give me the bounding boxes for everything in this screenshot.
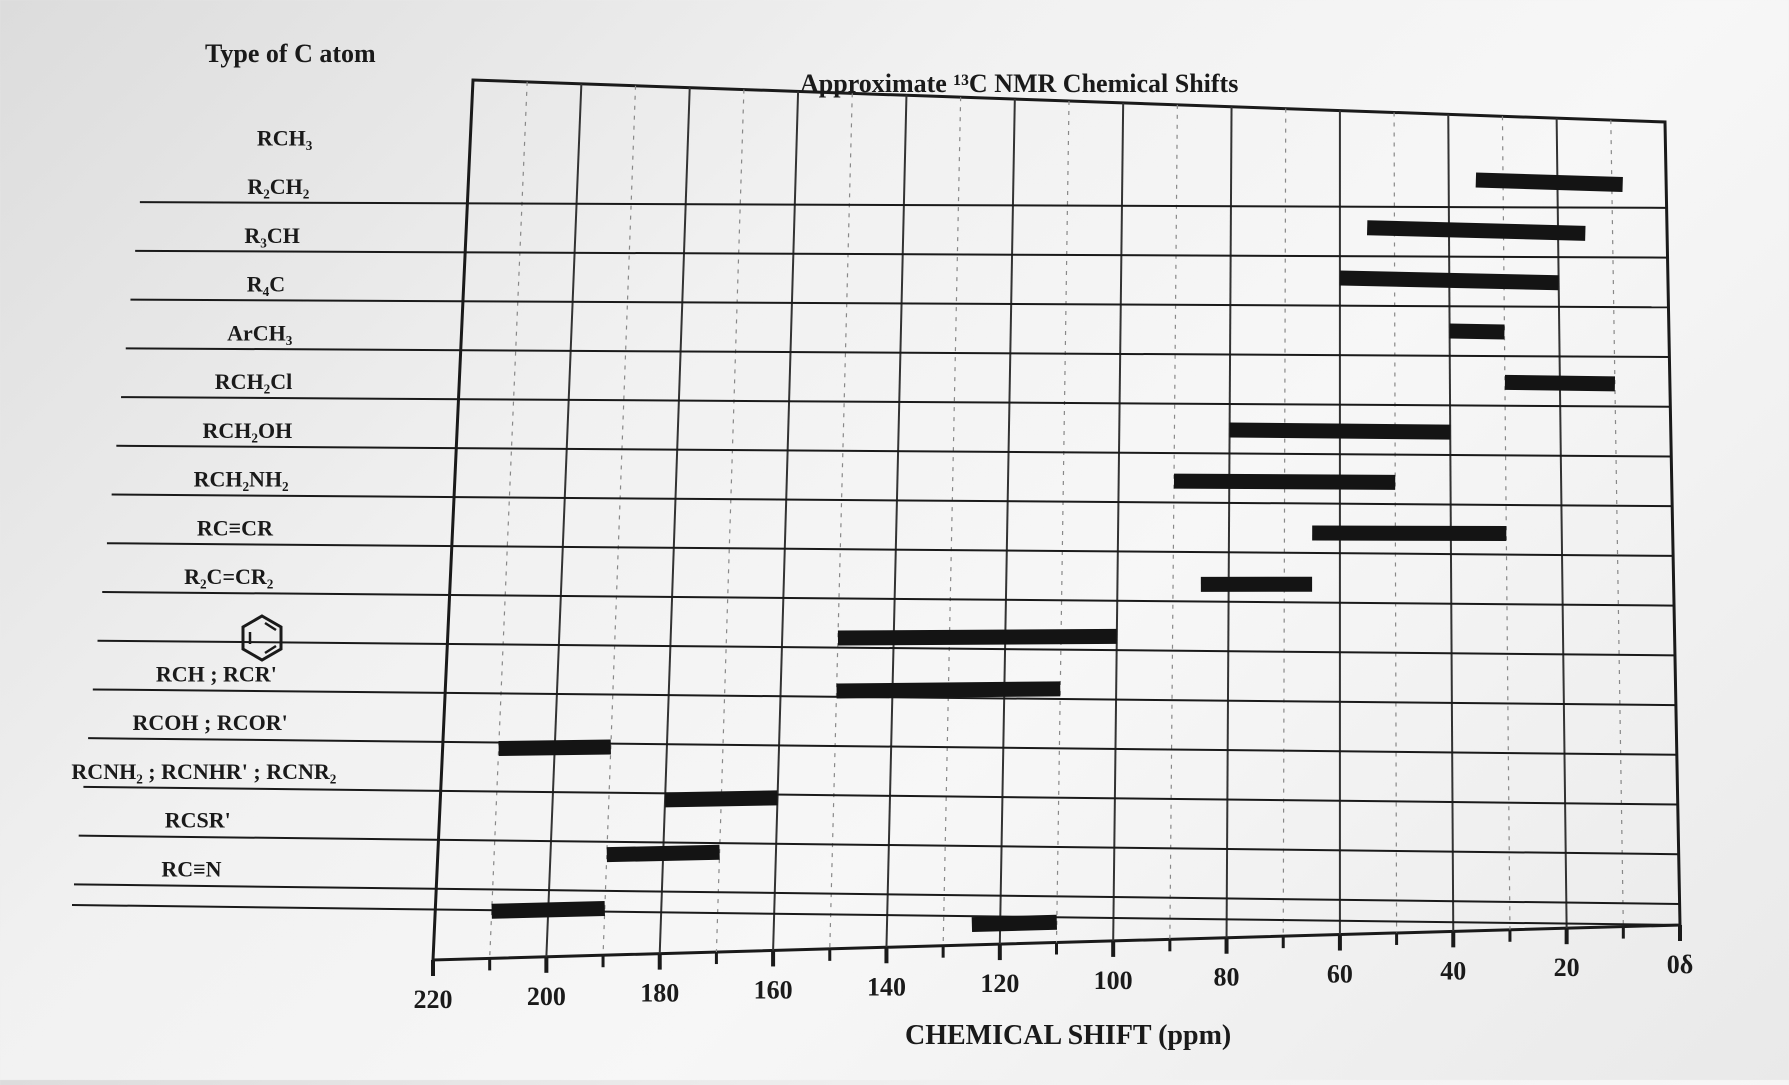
row-label: RCH₂Cl <box>215 369 292 394</box>
row-divider <box>102 592 1674 606</box>
benzene-icon <box>243 616 281 660</box>
plot-frame <box>433 80 1680 960</box>
row-divider <box>72 905 1680 925</box>
grid-line-vertical <box>603 86 636 956</box>
row-label: RCH₃ <box>257 125 313 150</box>
row-divider <box>107 543 1673 556</box>
row-divider <box>112 495 1673 507</box>
x-axis-label: CHEMICAL SHIFT (ppm) <box>905 1020 1231 1051</box>
row-divider <box>130 300 1668 308</box>
row-label: RCH₂OH <box>202 418 292 443</box>
tick-label: 40 <box>1440 956 1466 985</box>
row-label: RC≡CR <box>197 515 274 540</box>
row-header: Type of C atom <box>205 39 376 68</box>
row-label: R₂CH₂ <box>247 174 309 199</box>
row-label: ArCH₃ <box>227 320 293 345</box>
bar-13 <box>607 852 720 854</box>
row-divider <box>126 348 1670 357</box>
row-label: RCOH ; RCOR' <box>133 710 288 735</box>
row-label: RCNH₂ ; RCNHR' ; RCNR₂ <box>71 759 336 784</box>
row-divider <box>135 251 1667 258</box>
row-divider <box>74 884 1680 904</box>
row-label: R₄C <box>247 272 285 297</box>
row-label: R₂C=CR₂ <box>184 564 274 589</box>
bar-10 <box>837 689 1061 691</box>
row-divider <box>88 738 1677 755</box>
bar-9 <box>838 636 1117 638</box>
tick-label: 220 <box>414 985 453 1014</box>
row-divider <box>116 446 1671 457</box>
row-lines <box>72 202 1680 925</box>
bar-1 <box>1367 228 1585 234</box>
grid-line-vertical <box>716 90 744 953</box>
row-divider <box>121 397 1670 407</box>
tick-label: 120 <box>980 969 1019 998</box>
x-ticks: 220 200 180 160 140 120 100 80 60 40 20 0δ <box>414 925 1694 1014</box>
grid-line-vertical <box>830 93 853 949</box>
bar-14 <box>492 909 605 912</box>
tick-label: 100 <box>1094 966 1133 995</box>
bar-5 <box>1230 430 1451 432</box>
row-label: R₃CH <box>244 223 299 248</box>
grid-line-vertical <box>490 82 528 959</box>
tick-label: 60 <box>1327 960 1353 989</box>
tick-label: 140 <box>867 972 906 1001</box>
tick-label: 200 <box>527 982 566 1011</box>
bar-15 <box>972 922 1057 924</box>
row-label: RC≡N <box>161 856 221 881</box>
grid-line-vertical <box>1113 103 1123 941</box>
grid-line-vertical <box>1611 120 1624 927</box>
row-label: RCH₂NH₂ <box>194 467 289 492</box>
bar-0 <box>1476 180 1623 184</box>
bar-3 <box>1450 331 1505 332</box>
grid-line-vertical <box>943 97 961 946</box>
bar-12 <box>665 798 777 800</box>
grid-line-vertical <box>886 95 906 947</box>
bar-4 <box>1505 382 1615 384</box>
grid-line-vertical <box>1057 101 1070 943</box>
row-divider <box>79 836 1679 855</box>
row-label: RCSR' <box>165 808 231 833</box>
tick-label: 180 <box>640 979 679 1008</box>
grid <box>433 80 1680 960</box>
grid-line-vertical <box>1000 99 1015 944</box>
grid-line-vertical <box>1283 109 1286 937</box>
row-label: RCH ; RCR' <box>156 661 277 686</box>
bar-6 <box>1174 481 1395 482</box>
grid-line-vertical <box>773 91 798 950</box>
row-divider <box>83 787 1677 805</box>
tick-label: 80 <box>1214 963 1240 992</box>
grid-line-vertical <box>1227 107 1232 938</box>
row-labels: RCH₃ R₂CH₂ R₃CH R₄C ArCH₃ RCH₂Cl RCH₂OH RCH₂NH₂… <box>71 125 336 881</box>
tick-label: 160 <box>754 975 793 1004</box>
tick-label: 20 <box>1554 953 1580 982</box>
bar-11 <box>499 747 611 749</box>
grid-line-vertical <box>1170 105 1178 940</box>
tick-label: 0δ <box>1667 950 1694 979</box>
grid-line-vertical <box>546 84 581 957</box>
bar-2 <box>1340 278 1559 283</box>
grid-line-vertical <box>660 88 690 954</box>
